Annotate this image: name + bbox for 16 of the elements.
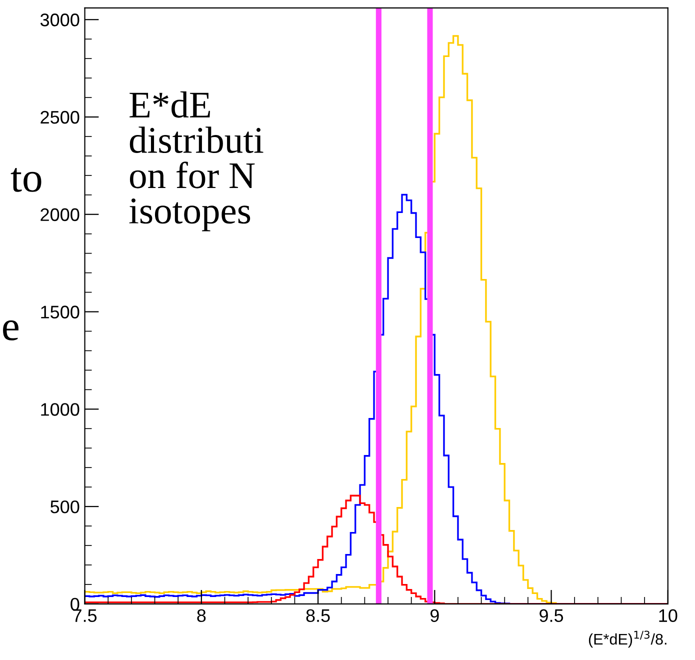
- x-tick-label: 8: [197, 609, 206, 622]
- y-tick-label: 2000: [40, 208, 80, 222]
- y-tick-label: 1500: [41, 306, 80, 318]
- y-tick-label: 500: [50, 500, 80, 514]
- y-tick-label: 3000: [40, 14, 80, 26]
- x-tick-label: 10: [659, 609, 678, 622]
- x-tick-label: 9.5: [540, 609, 564, 622]
- text: to: [10, 168, 42, 192]
- x-tick-label: 9: [430, 609, 439, 622]
- x-tick-label: 7.5: [73, 609, 97, 622]
- annotation: E*dE distributi on for N isotopes: [129, 91, 264, 232]
- x-axis-title: (E*dE)$^{1/3}$/8.: [588, 630, 666, 648]
- y-tick-label: 1000: [41, 403, 80, 416]
- x-tick-label: 8.5: [306, 609, 330, 622]
- y-tick-label: 2500: [40, 110, 80, 124]
- text: e: [3, 320, 18, 340]
